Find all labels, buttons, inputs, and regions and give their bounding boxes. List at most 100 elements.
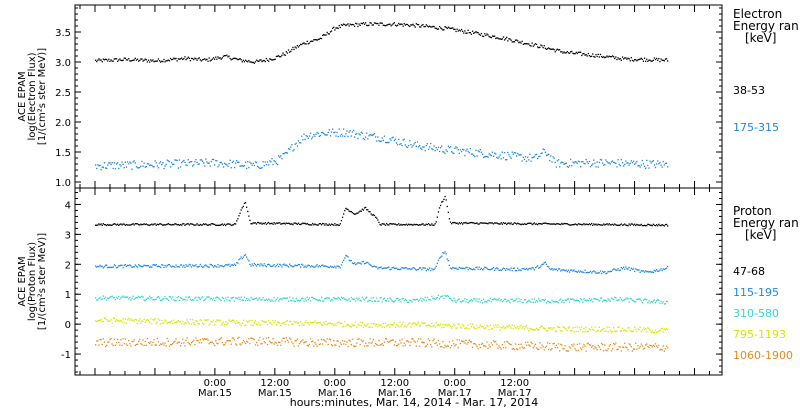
data-point	[422, 298, 424, 300]
data-point	[494, 35, 496, 37]
data-point	[475, 149, 477, 151]
data-point	[627, 57, 629, 59]
data-point	[259, 324, 261, 326]
data-point	[520, 343, 522, 345]
data-point	[470, 153, 473, 155]
data-point	[617, 268, 619, 270]
data-point	[162, 298, 164, 300]
data-point	[532, 223, 534, 225]
data-point	[611, 348, 614, 350]
data-point	[639, 326, 641, 329]
data-point	[521, 40, 523, 42]
data-point	[285, 320, 287, 322]
data-point	[505, 222, 507, 224]
data-point	[625, 346, 627, 348]
data-point	[311, 40, 313, 42]
data-point	[266, 161, 269, 163]
data-point	[183, 159, 185, 162]
data-point	[132, 266, 134, 268]
data-point	[138, 340, 140, 343]
data-point	[309, 338, 312, 340]
data-point	[165, 266, 167, 268]
data-point	[370, 342, 372, 344]
data-point	[307, 137, 309, 139]
data-point	[199, 263, 201, 266]
data-point	[209, 263, 211, 266]
data-point	[557, 301, 560, 304]
data-point	[219, 338, 221, 340]
data-point	[502, 222, 505, 224]
data-point	[462, 148, 464, 150]
data-point	[509, 343, 511, 345]
data-point	[667, 166, 669, 168]
data-point	[662, 224, 664, 226]
data-point	[406, 324, 409, 326]
data-point	[307, 43, 309, 45]
data-point	[566, 350, 568, 352]
data-point	[478, 33, 480, 35]
data-point	[266, 323, 269, 326]
data-point	[528, 222, 530, 224]
data-point	[104, 345, 107, 348]
data-point	[343, 23, 345, 25]
data-point	[548, 301, 550, 303]
data-point	[663, 328, 665, 330]
data-point	[270, 58, 272, 60]
data-point	[546, 223, 549, 225]
data-point	[634, 348, 636, 350]
data-point	[244, 342, 247, 344]
data-point	[443, 29, 445, 31]
data-point	[435, 297, 437, 299]
data-point	[573, 224, 575, 226]
data-point	[340, 296, 343, 298]
data-point	[198, 265, 200, 268]
data-point	[351, 262, 354, 264]
data-point	[157, 318, 160, 320]
data-point	[214, 344, 216, 347]
data-point	[648, 167, 650, 169]
data-point	[371, 341, 373, 343]
data-point	[424, 296, 426, 299]
data-point	[440, 346, 442, 348]
data-point	[391, 267, 393, 269]
data-point	[516, 348, 518, 350]
data-point	[376, 140, 378, 142]
data-point	[96, 320, 98, 323]
data-point	[145, 166, 147, 168]
data-point	[290, 146, 292, 148]
data-point	[122, 267, 124, 269]
data-point	[128, 340, 130, 342]
data-point	[173, 265, 175, 268]
data-point	[486, 267, 488, 269]
data-point	[580, 51, 582, 53]
data-point	[145, 59, 147, 61]
data-point	[377, 136, 379, 138]
data-point	[388, 300, 390, 302]
data-point	[586, 55, 588, 57]
data-point	[574, 300, 576, 302]
data-point	[240, 344, 242, 346]
data-point	[402, 321, 404, 323]
data-point	[220, 224, 222, 226]
data-point	[542, 263, 544, 265]
data-point	[271, 342, 273, 344]
data-point	[520, 298, 522, 301]
data-point	[284, 223, 286, 225]
data-point	[99, 339, 101, 341]
data-point	[397, 324, 399, 327]
data-point	[150, 59, 152, 61]
data-point	[537, 224, 539, 226]
data-point	[258, 60, 260, 62]
data-point	[259, 167, 261, 170]
data-point	[657, 299, 659, 301]
data-point	[367, 261, 369, 263]
data-point	[381, 342, 383, 345]
data-point	[375, 136, 377, 138]
data-point	[572, 224, 574, 226]
data-point	[280, 264, 282, 266]
data-point	[147, 59, 150, 61]
data-point	[382, 344, 384, 346]
data-point	[412, 338, 414, 340]
data-point	[537, 157, 539, 160]
data-point	[218, 319, 220, 321]
